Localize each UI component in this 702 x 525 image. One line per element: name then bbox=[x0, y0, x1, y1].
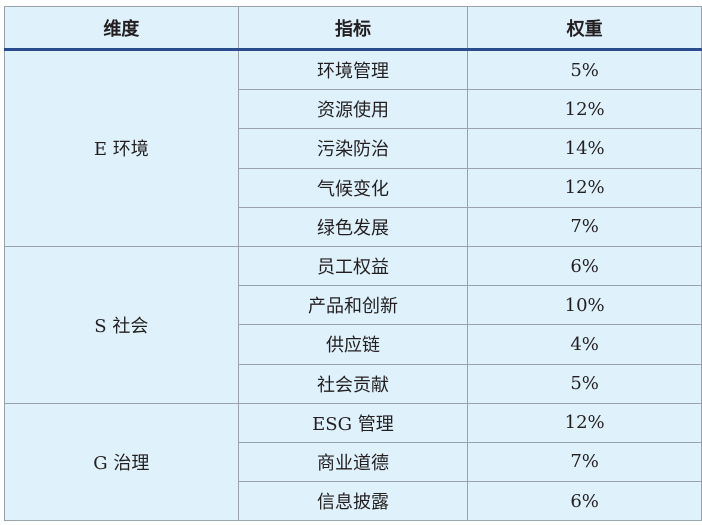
weight-cell: 6% bbox=[467, 481, 702, 522]
indicator-cell: 污染防治 bbox=[237, 128, 469, 169]
weight-cell: 10% bbox=[467, 285, 702, 326]
table-row: 气候变化 12% bbox=[5, 167, 702, 208]
table-row: S 社会 员工权益 6% bbox=[4, 245, 702, 404]
weight-cell: 12% bbox=[467, 89, 702, 130]
dimension-cell: S 社会 bbox=[4, 245, 239, 404]
table-row: 社会贡献 5% bbox=[5, 363, 702, 404]
header-dimension: 维度 bbox=[4, 6, 239, 51]
esg-weight-table: 维度 指标 权重 E 环境 环境管理 5% 资源使用 12% 污染防治 14% 气候变化 12%… bbox=[4, 6, 702, 522]
indicator-cell: 员工权益 bbox=[237, 245, 469, 287]
table-row: 产品和创新 10% bbox=[5, 285, 702, 326]
indicator-cell: 商业道德 bbox=[237, 441, 469, 483]
weight-cell: 6% bbox=[467, 245, 702, 287]
table-row: 污染防治 14% bbox=[5, 128, 702, 169]
indicator-cell: 环境管理 bbox=[237, 47, 469, 91]
weight-cell: 5% bbox=[467, 47, 702, 91]
header-weight: 权重 bbox=[467, 6, 702, 51]
table-row: 供应链 4% bbox=[5, 324, 702, 365]
header-indicator: 指标 bbox=[237, 6, 469, 51]
indicator-cell: 产品和创新 bbox=[237, 285, 469, 326]
indicator-cell: ESG 管理 bbox=[237, 402, 469, 443]
table-row: E 环境 环境管理 5% bbox=[4, 47, 702, 247]
weight-cell: 12% bbox=[467, 167, 702, 208]
weight-cell: 5% bbox=[467, 363, 702, 404]
weight-cell: 4% bbox=[467, 324, 702, 365]
indicator-cell: 社会贡献 bbox=[237, 363, 469, 404]
header-row: 维度 指标 权重 bbox=[4, 6, 702, 51]
table-row: 商业道德 7% bbox=[5, 441, 702, 483]
dimension-cell: G 治理 bbox=[4, 402, 239, 522]
table-row: 信息披露 6% bbox=[5, 481, 702, 522]
indicator-cell: 资源使用 bbox=[237, 89, 469, 130]
table-row: 资源使用 12% bbox=[5, 89, 702, 130]
indicator-cell: 供应链 bbox=[237, 324, 469, 365]
weight-cell: 7% bbox=[467, 206, 702, 247]
indicator-cell: 气候变化 bbox=[237, 167, 469, 208]
indicator-cell: 信息披露 bbox=[237, 481, 469, 522]
weight-cell: 14% bbox=[467, 128, 702, 169]
table-row: G 治理 ESG 管理 12% bbox=[4, 402, 702, 522]
indicator-cell: 绿色发展 bbox=[237, 206, 469, 247]
table-row: 绿色发展 7% bbox=[5, 206, 702, 247]
weight-cell: 12% bbox=[467, 402, 702, 443]
dimension-cell: E 环境 bbox=[4, 48, 239, 247]
weight-cell: 7% bbox=[467, 441, 702, 483]
